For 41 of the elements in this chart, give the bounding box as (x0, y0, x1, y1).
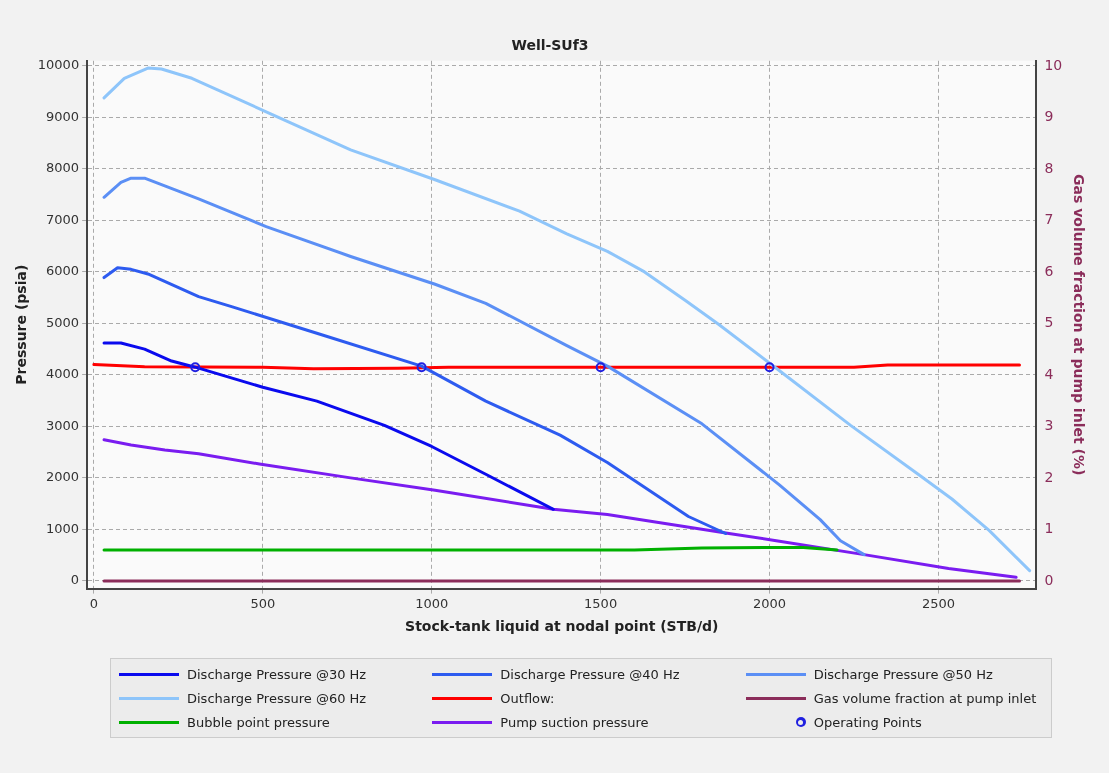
y-tick-label: 3000 (46, 417, 80, 433)
x-tick-label: 0 (89, 595, 99, 611)
legend-label: Outflow: (500, 690, 555, 706)
legend-label: Gas volume fraction at pump inlet (813, 690, 1037, 706)
legend-label: Operating Points (813, 714, 922, 730)
y-tick-label: 0 (70, 572, 80, 588)
y-tick-label: 10000 (37, 57, 80, 73)
y-tick-label: 6000 (46, 263, 80, 279)
y2-tick-label: 3 (1044, 417, 1054, 434)
x-tick-label: 2000 (752, 595, 787, 611)
y-tick-label: 2000 (46, 469, 80, 485)
y2-tick-label: 4 (1044, 365, 1054, 382)
legend-label: Pump suction pressure (500, 714, 649, 730)
y-tick-label: 5000 (46, 314, 80, 330)
x-tick-label: 2500 (921, 595, 955, 611)
legend-label: Discharge Pressure @40 Hz (500, 666, 680, 682)
y-tick-label: 7000 (46, 211, 80, 227)
x-tick-label: 1500 (584, 595, 618, 611)
y-tick-label: 4000 (46, 366, 80, 382)
legend-label: Discharge Pressure @60 Hz (187, 690, 367, 706)
y2-tick-label: 10 (1044, 56, 1063, 73)
y2-tick-label: 6 (1044, 262, 1054, 279)
y-tick-label: 1000 (46, 520, 80, 536)
y2-tick-label: 8 (1044, 159, 1054, 176)
x-axis-title: Stock-tank liquid at nodal point (STB/d) (405, 618, 719, 635)
y2-tick-label: 0 (1044, 571, 1054, 588)
chart-title: Well-SUf3 (511, 37, 589, 54)
y2-tick-label: 2 (1044, 468, 1054, 485)
legend-label: Discharge Pressure @30 Hz (187, 666, 367, 682)
y-tick-label: 9000 (46, 108, 80, 124)
y2-tick-label: 5 (1044, 314, 1054, 331)
y-axis-title: Pressure (psia) (13, 264, 30, 385)
y2-tick-label: 9 (1044, 108, 1054, 125)
y2-tick-label: 7 (1044, 211, 1054, 228)
y2-axis-title: Gas volume fraction at pump inlet (%) (1070, 174, 1087, 476)
y-tick-label: 8000 (46, 160, 80, 176)
x-tick-label: 1000 (415, 595, 449, 611)
y2-tick-label: 1 (1044, 520, 1054, 537)
x-tick-label: 500 (250, 595, 276, 611)
legend-label: Discharge Pressure @50 Hz (813, 666, 993, 682)
legend-label: Bubble point pressure (187, 714, 330, 730)
